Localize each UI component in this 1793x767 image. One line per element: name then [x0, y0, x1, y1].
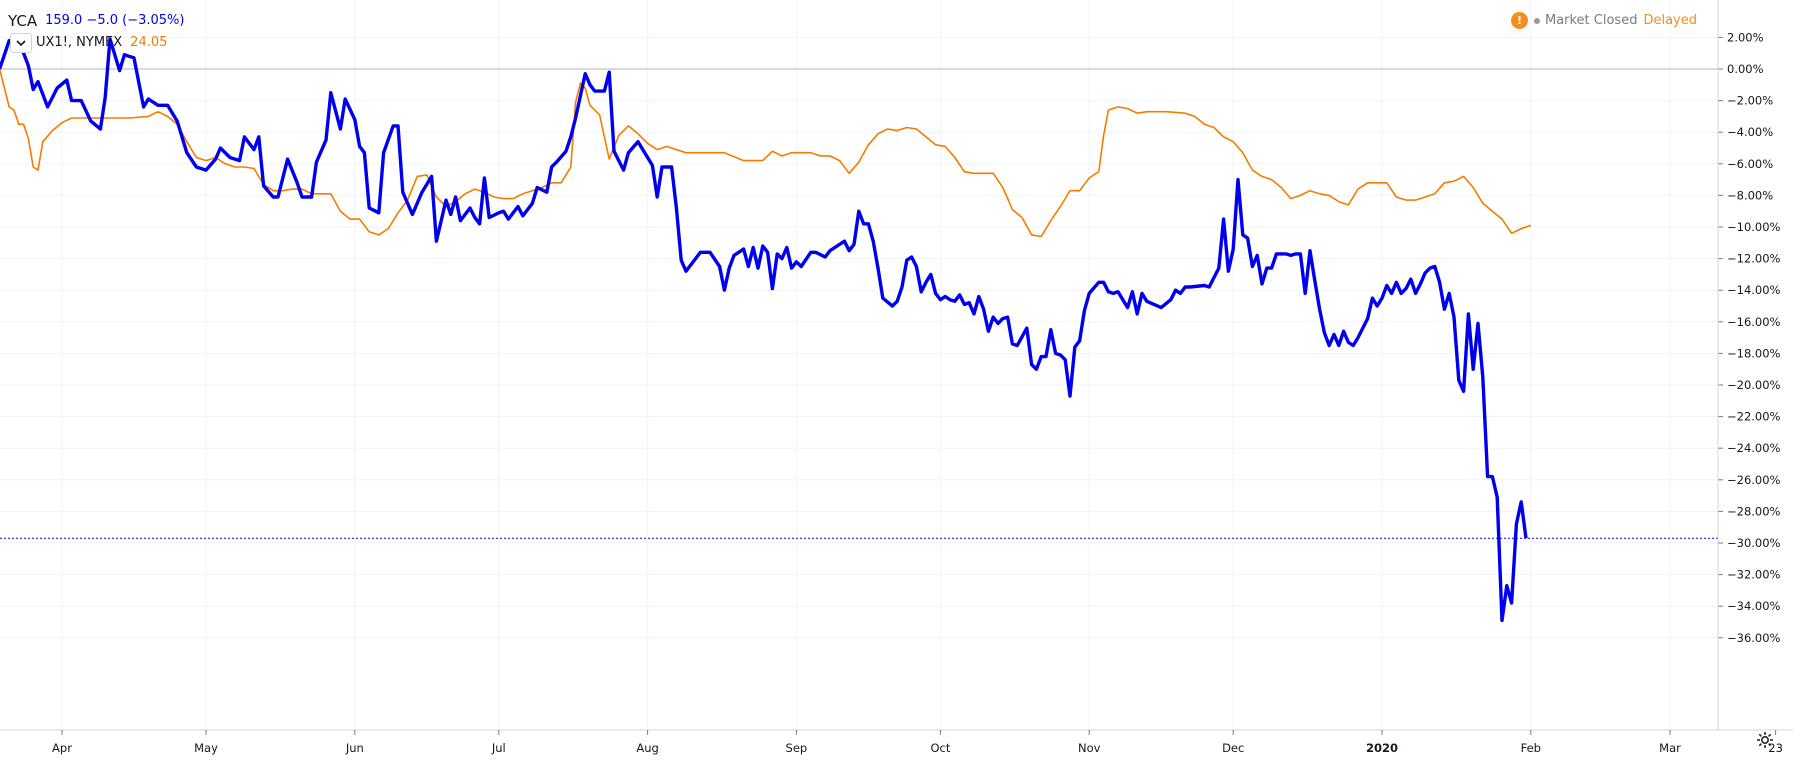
- warning-icon[interactable]: !: [1510, 12, 1528, 29]
- series-ux1-line: [0, 68, 1532, 238]
- y-tick-label: −28.00%: [1727, 504, 1781, 518]
- gear-icon[interactable]: [1755, 730, 1775, 755]
- x-tick-label: Apr: [52, 741, 72, 755]
- y-tick-label: −6.00%: [1727, 157, 1773, 171]
- settings-gear-icon: [1757, 732, 1773, 748]
- collapse-legend-button[interactable]: [10, 33, 32, 53]
- chevron-down-icon: [16, 39, 26, 46]
- y-tick-label: −10.00%: [1727, 220, 1781, 234]
- y-tick-label: −26.00%: [1727, 473, 1781, 487]
- x-tick-label: Jun: [345, 741, 364, 755]
- legend-compare-row[interactable]: UX1!, NYMEX 24.05: [8, 32, 190, 54]
- y-tick-label: −32.00%: [1727, 568, 1781, 582]
- x-tick-label: 23: [1768, 741, 1783, 755]
- y-tick-label: −2.00%: [1727, 94, 1773, 108]
- x-tick-label: Jul: [491, 741, 506, 755]
- market-status[interactable]: ! Market Closed Delayed: [1510, 12, 1697, 29]
- y-tick-label: −30.00%: [1727, 536, 1781, 550]
- legend-main-row[interactable]: YCA 159.0 −5.0 (−3.05%): [8, 10, 190, 32]
- chart-grid: [0, 0, 1718, 730]
- main-values: 159.0 −5.0 (−3.05%): [45, 13, 185, 28]
- y-tick-label: −16.00%: [1727, 315, 1781, 329]
- y-tick-label: −12.00%: [1727, 252, 1781, 266]
- x-tick-label: Dec: [1222, 741, 1244, 755]
- series-line-ux1: [0, 68, 1532, 238]
- legend: YCA 159.0 −5.0 (−3.05%) UX1!, NYMEX 24.0…: [8, 10, 190, 54]
- y-tick-label: −18.00%: [1727, 346, 1781, 360]
- x-tick-label: Feb: [1521, 741, 1541, 755]
- y-tick-label: −4.00%: [1727, 125, 1773, 139]
- y-tick-label: 0.00%: [1727, 62, 1764, 76]
- y-tick-label: −20.00%: [1727, 378, 1781, 392]
- market-closed-label: Market Closed: [1544, 13, 1638, 28]
- compare-symbol[interactable]: UX1!, NYMEX: [36, 35, 123, 50]
- x-tick-label: Nov: [1078, 741, 1101, 755]
- compare-value: 24.05: [130, 35, 168, 50]
- status-dot: [1533, 17, 1540, 24]
- y-tick-label: −14.00%: [1727, 283, 1781, 297]
- y-tick-label: −36.00%: [1727, 631, 1781, 645]
- x-axis: Apr May Jun Jul Aug Sep Oct Nov Dec 2020 Feb Mar 23: [0, 729, 1793, 755]
- x-tick-label: May: [194, 741, 218, 755]
- y-tick-label: −8.00%: [1727, 188, 1773, 202]
- x-tick-label: Sep: [786, 741, 808, 755]
- x-tick-label: Mar: [1659, 741, 1681, 755]
- x-tick-label: Aug: [636, 741, 658, 755]
- x-tick-label: Oct: [930, 741, 950, 755]
- delayed-label: Delayed: [1643, 13, 1697, 28]
- main-symbol[interactable]: YCA: [8, 12, 38, 30]
- y-tick-label: −22.00%: [1727, 410, 1781, 424]
- x-tick-label: 2020: [1366, 741, 1398, 755]
- y-tick-label: −24.00%: [1727, 441, 1781, 455]
- y-tick-label: 2.00%: [1727, 30, 1764, 44]
- y-axis: 2.00% 0.00% −2.00% −4.00% −6.00% −8.00% −10.00…: [1717, 0, 1781, 730]
- series-yca-line: [0, 37, 1528, 623]
- series-line-yca: [0, 37, 1528, 623]
- y-tick-label: −34.00%: [1727, 599, 1781, 613]
